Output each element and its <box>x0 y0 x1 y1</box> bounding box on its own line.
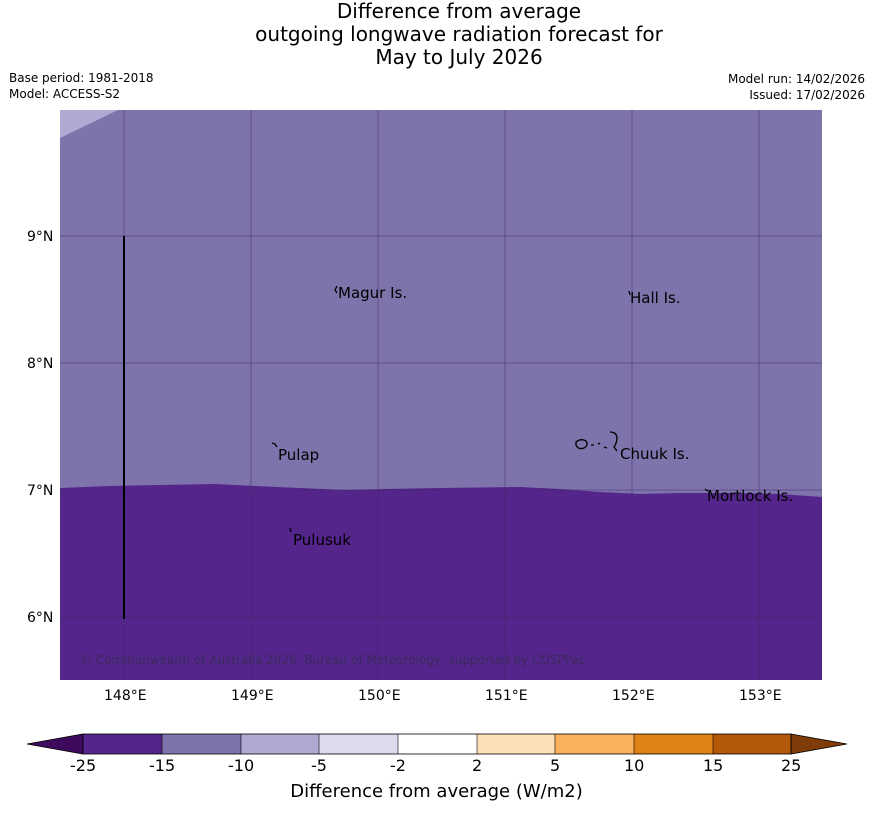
island-pulap <box>271 442 278 448</box>
colorbar-frame <box>82 733 792 755</box>
model-name: Model: ACCESS-S2 <box>9 87 121 101</box>
cb-tick-5: -2 <box>390 756 406 775</box>
lon-label-148: 148°E <box>104 688 147 704</box>
colorbar-seg-9 <box>713 734 791 754</box>
model-run: Model run: 14/02/2026 <box>727 72 865 86</box>
region-minus25 <box>60 484 822 680</box>
island-magur <box>334 285 338 294</box>
place-hall: Hall Is. <box>630 289 681 307</box>
island-pulusuk <box>289 527 292 533</box>
gridlines <box>60 110 822 680</box>
title-line-1: Difference from average <box>336 0 582 23</box>
lat-label-8: 8°N <box>27 356 54 372</box>
lat-label-6: 6°N <box>27 610 54 626</box>
place-chuuk: Chuuk Is. <box>620 445 690 463</box>
title-line-2: outgoing longwave radiation forecast for <box>255 22 663 46</box>
island-chuuk-2 <box>609 431 618 452</box>
meta-left: Base period: 1981-2018 Model: ACCESS-S2 <box>9 70 154 102</box>
meta-right: Model run: 14/02/2026 Issued: 17/02/2026 <box>728 71 865 103</box>
colorbar-seg-6 <box>477 734 555 754</box>
colorbar-seg-2 <box>162 734 241 754</box>
lon-label-152: 152°E <box>612 688 655 704</box>
cb-tick-7: 5 <box>550 756 561 775</box>
cb-tick-9: 15 <box>703 756 724 775</box>
colorbar-seg-4 <box>319 734 398 754</box>
island-mortlock <box>704 488 709 492</box>
colorbar-arrow-left <box>26 733 84 755</box>
lon-label-149: 149°E <box>231 688 274 704</box>
island-hall <box>628 290 631 296</box>
cb-tick-4: -5 <box>311 756 327 775</box>
cb-tick-1: -25 <box>70 756 97 775</box>
title-line-3: May to July 2026 <box>375 45 543 69</box>
colorbar-title: Difference from average (W/m2) <box>290 781 583 802</box>
cb-tick-8: 10 <box>624 756 645 775</box>
place-pulap: Pulap <box>278 446 320 464</box>
place-magur: Magur Is. <box>338 284 408 302</box>
island-chuuk-1 <box>575 439 588 450</box>
chart-title: Difference from average outgoing longwav… <box>0 0 873 69</box>
lat-label-7: 7°N <box>27 483 54 499</box>
island-outlines <box>271 285 709 533</box>
colorbar-seg-7 <box>555 734 634 754</box>
place-pulusuk: Pulusuk <box>293 531 351 549</box>
colorbar-seg-5 <box>398 734 477 754</box>
colorbar-seg-8 <box>634 734 713 754</box>
place-mortlock: Mortlock Is. <box>707 487 794 505</box>
lon-label-150: 150°E <box>358 688 401 704</box>
cb-tick-2: -15 <box>149 756 176 775</box>
colorbar-seg-3 <box>241 734 319 754</box>
base-period: Base period: 1981-2018 <box>9 71 154 85</box>
region-minus10 <box>60 110 118 138</box>
island-chuuk-3 <box>591 442 608 449</box>
cb-tick-3: -10 <box>228 756 255 775</box>
colorbar <box>26 733 848 755</box>
issued-date: Issued: 17/02/2026 <box>749 88 865 102</box>
colorbar-dividers <box>161 734 714 754</box>
lat-label-9: 9°N <box>27 229 54 245</box>
lon-label-153: 153°E <box>739 688 782 704</box>
copyright-notice: © Commonwealth of Australia 2026, Bureau… <box>80 653 586 667</box>
cb-tick-6: 2 <box>472 756 483 775</box>
lon-label-151: 151°E <box>485 688 528 704</box>
colorbar-seg-1 <box>83 734 162 754</box>
colorbar-arrow-right <box>790 733 848 755</box>
cb-tick-10: 25 <box>781 756 802 775</box>
